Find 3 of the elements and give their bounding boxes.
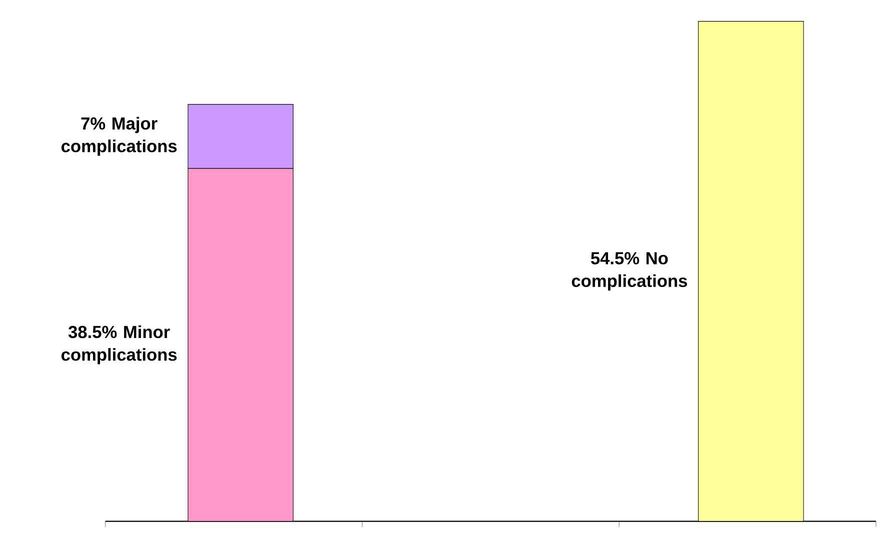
annotation: 7% Major complications — [61, 116, 177, 156]
annotation: 54.5% No complications — [572, 252, 688, 290]
annotation: 38.5% Minor complications — [61, 325, 177, 364]
